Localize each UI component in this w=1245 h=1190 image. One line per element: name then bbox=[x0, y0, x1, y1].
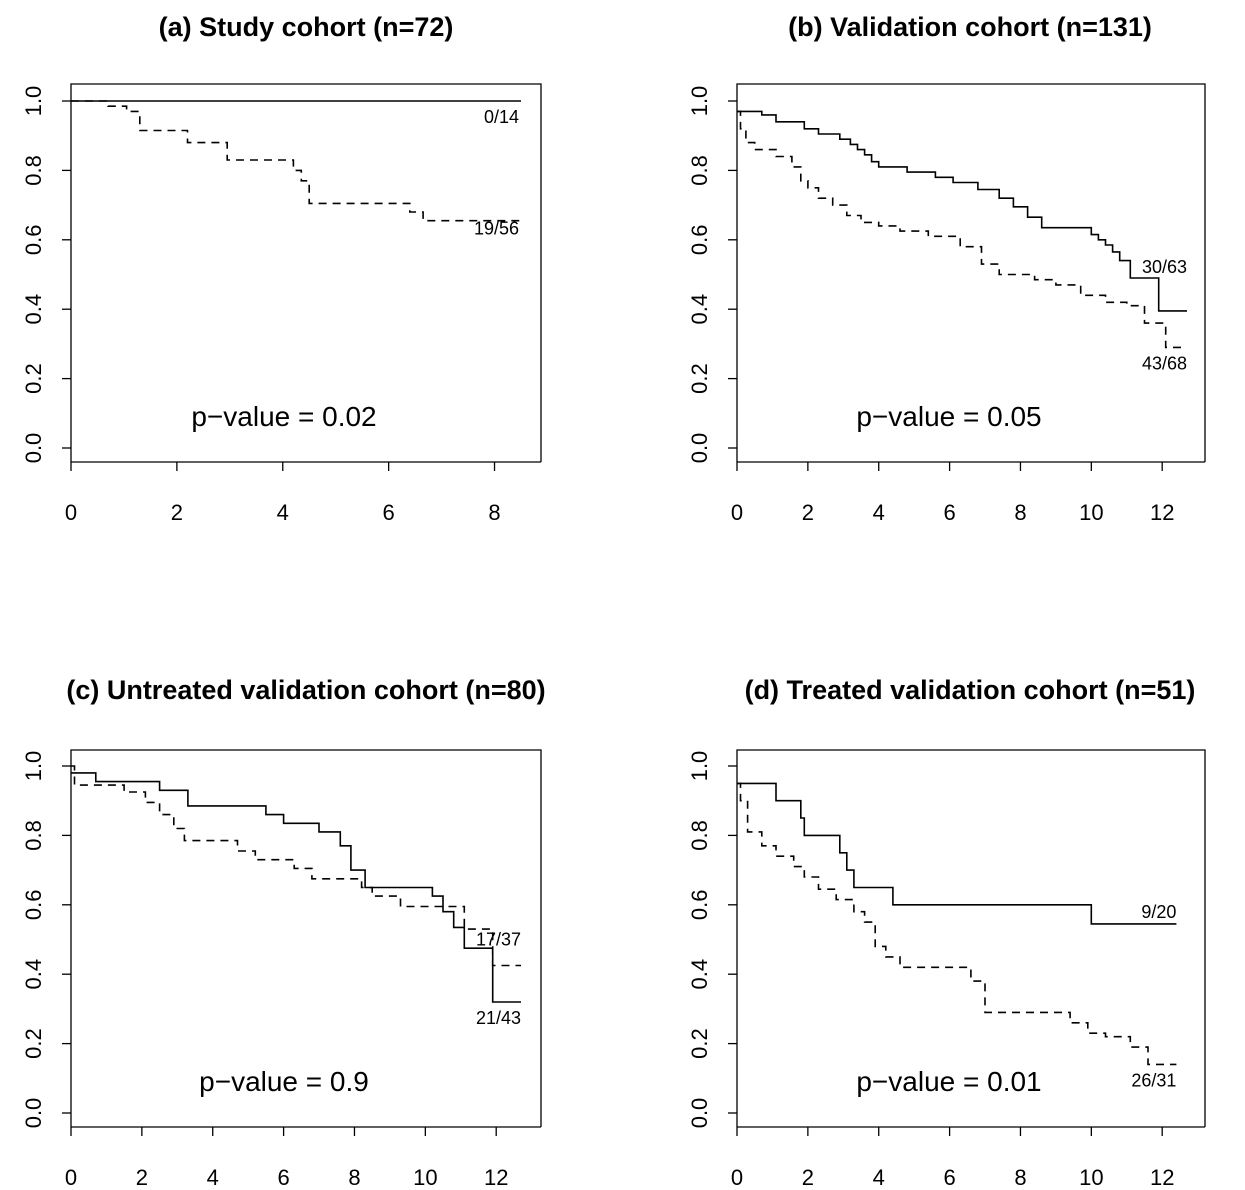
chart-panel-3: (c) Untreated validation cohort (n=80) 0 2… bbox=[21, 675, 546, 1190]
y-tick-label: 0.2 bbox=[21, 363, 46, 394]
curve-end-label: 43/68 bbox=[1142, 353, 1187, 373]
y-tick-label: 0.6 bbox=[687, 890, 712, 921]
plot-frame bbox=[70, 749, 542, 1127]
y-tick-label: 0.0 bbox=[21, 433, 46, 464]
x-tick-label: 2 bbox=[802, 1165, 814, 1190]
x-tick-label: 6 bbox=[943, 1165, 955, 1190]
y-tick-label: 0.6 bbox=[687, 225, 712, 256]
y-tick-label: 0.0 bbox=[687, 433, 712, 464]
survival-curve-solid bbox=[71, 772, 521, 1003]
y-tick-label: 0.2 bbox=[687, 1028, 712, 1059]
chart-panel-1: (a) Study cohort (n=72) 0 2 4 6 8 0.0 0.2 0.4 0.6… bbox=[21, 12, 542, 525]
x-tick-label: 2 bbox=[171, 500, 183, 525]
x-tick-label: 12 bbox=[484, 1165, 508, 1190]
survival-curve-dashed bbox=[737, 110, 1187, 349]
y-tick-label: 0.4 bbox=[687, 959, 712, 990]
x-tick-label: 6 bbox=[943, 500, 955, 525]
y-tick-label: 0.6 bbox=[21, 225, 46, 256]
y-tick-label: 0.4 bbox=[21, 294, 46, 325]
x-tick-label: 8 bbox=[1014, 500, 1026, 525]
x-tick-label: 2 bbox=[802, 500, 814, 525]
curve-end-label: 0/14 bbox=[484, 107, 519, 127]
x-tick-label: 8 bbox=[1014, 1165, 1026, 1190]
x-tick-label: 8 bbox=[348, 1165, 360, 1190]
panel-title: (a) Study cohort (n=72) bbox=[159, 12, 454, 42]
survival-curve-solid bbox=[737, 782, 1177, 925]
y-tick-label: 0.6 bbox=[21, 890, 46, 921]
survival-curve-dashed bbox=[71, 765, 521, 967]
y-tick-label: 0.0 bbox=[21, 1098, 46, 1129]
x-tick-label: 2 bbox=[136, 1165, 148, 1190]
panel-title: (d) Treated validation cohort (n=51) bbox=[745, 675, 1196, 705]
chart-panel-4: (d) Treated validation cohort (n=51) 0 2 4 6… bbox=[687, 675, 1206, 1190]
y-tick-label: 0.4 bbox=[687, 294, 712, 325]
p-value-annotation: p−value = 0.9 bbox=[199, 1066, 369, 1097]
x-tick-label: 10 bbox=[1079, 1165, 1103, 1190]
x-tick-label: 10 bbox=[413, 1165, 437, 1190]
x-tick-label: 0 bbox=[65, 1165, 77, 1190]
curve-end-label: 21/43 bbox=[476, 1008, 521, 1028]
x-tick-label: 4 bbox=[873, 500, 885, 525]
panel-title: (c) Untreated validation cohort (n=80) bbox=[66, 675, 545, 705]
x-tick-label: 12 bbox=[1150, 1165, 1174, 1190]
x-tick-label: 12 bbox=[1150, 500, 1174, 525]
x-tick-label: 4 bbox=[277, 500, 289, 525]
y-tick-label: 0.8 bbox=[687, 155, 712, 186]
x-tick-label: 8 bbox=[488, 500, 500, 525]
y-tick-label: 1.0 bbox=[21, 86, 46, 117]
curve-end-label: 9/20 bbox=[1141, 902, 1176, 922]
plot-frame bbox=[70, 83, 542, 462]
y-tick-label: 1.0 bbox=[687, 86, 712, 117]
y-tick-label: 0.8 bbox=[21, 820, 46, 851]
curve-end-label: 30/63 bbox=[1142, 257, 1187, 277]
x-tick-label: 6 bbox=[277, 1165, 289, 1190]
survival-curve-dashed bbox=[737, 782, 1177, 1066]
survival-curve-dashed bbox=[71, 100, 521, 222]
x-tick-label: 0 bbox=[731, 1165, 743, 1190]
y-tick-label: 1.0 bbox=[21, 751, 46, 782]
curve-end-label: 17/37 bbox=[476, 930, 521, 950]
p-value-annotation: p−value = 0.02 bbox=[191, 401, 376, 432]
curve-end-label: 26/31 bbox=[1131, 1070, 1176, 1090]
x-tick-label: 6 bbox=[383, 500, 395, 525]
p-value-annotation: p−value = 0.05 bbox=[856, 401, 1041, 432]
curve-end-label: 19/56 bbox=[474, 219, 519, 239]
x-tick-label: 4 bbox=[207, 1165, 219, 1190]
plot-frame bbox=[736, 83, 1206, 462]
panel-title: (b) Validation cohort (n=131) bbox=[788, 12, 1152, 42]
y-tick-label: 0.0 bbox=[687, 1098, 712, 1129]
x-tick-label: 0 bbox=[65, 500, 77, 525]
x-tick-label: 0 bbox=[731, 500, 743, 525]
y-tick-label: 0.2 bbox=[21, 1028, 46, 1059]
y-tick-label: 0.8 bbox=[687, 820, 712, 851]
x-tick-label: 10 bbox=[1079, 500, 1103, 525]
p-value-annotation: p−value = 0.01 bbox=[856, 1066, 1041, 1097]
plot-frame bbox=[736, 749, 1206, 1127]
y-tick-label: 0.8 bbox=[21, 155, 46, 186]
y-tick-label: 1.0 bbox=[687, 751, 712, 782]
x-tick-label: 4 bbox=[873, 1165, 885, 1190]
y-tick-label: 0.2 bbox=[687, 363, 712, 394]
survival-curve-solid bbox=[737, 110, 1187, 312]
chart-panel-2: (b) Validation cohort (n=131) 0 2 4 6 8 10 12 0.… bbox=[687, 12, 1206, 525]
y-tick-label: 0.4 bbox=[21, 959, 46, 990]
